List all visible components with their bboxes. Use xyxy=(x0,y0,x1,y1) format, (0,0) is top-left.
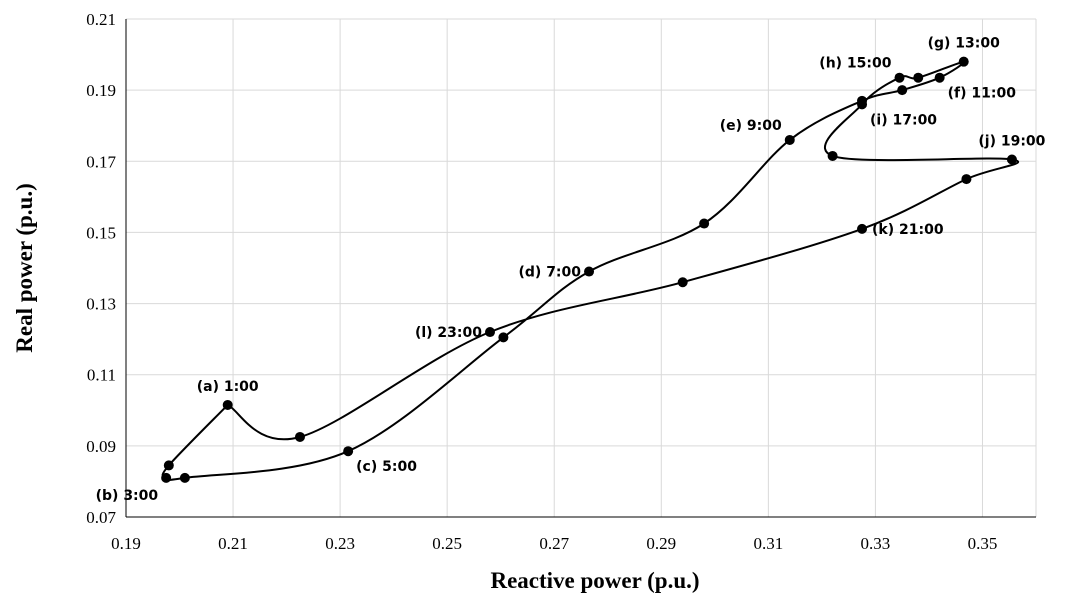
data-point xyxy=(222,399,233,410)
point-annotation: (l) 23:00 xyxy=(415,325,482,341)
data-point xyxy=(699,218,710,229)
data-point xyxy=(958,56,969,67)
point-annotation: (a) 1:00 xyxy=(197,379,259,395)
x-tick-label: 0.31 xyxy=(753,534,783,553)
data-point xyxy=(961,174,972,185)
data-point xyxy=(343,446,354,457)
axes: 0.19 0.21 0.23 0.25 0.27 0.29 0.31 0.33 0.35 0.07… xyxy=(86,10,1036,553)
point-annotation: (i) 17:00 xyxy=(870,112,937,128)
point-annotation: (f) 11:00 xyxy=(948,86,1017,102)
data-point xyxy=(934,72,945,83)
y-tick-label: 0.15 xyxy=(86,223,116,242)
x-tick-label: 0.25 xyxy=(432,534,462,553)
data-point xyxy=(894,72,905,83)
point-annotation: (h) 15:00 xyxy=(819,56,891,72)
point-annotation: (g) 13:00 xyxy=(928,36,1001,52)
data-point xyxy=(857,99,868,110)
y-tick-label: 0.09 xyxy=(86,437,116,456)
x-tick-label: 0.27 xyxy=(539,534,569,553)
data-point xyxy=(1006,154,1017,165)
y-axis-title: Real power (p.u.) xyxy=(12,183,37,353)
data-point xyxy=(498,332,509,343)
data-point xyxy=(485,327,495,338)
point-annotation: (e) 9:00 xyxy=(720,118,782,134)
data-point xyxy=(163,460,174,471)
data-point xyxy=(161,472,172,483)
x-tick-label: 0.19 xyxy=(111,534,141,553)
data-point xyxy=(784,134,795,145)
point-annotation: (j) 19:00 xyxy=(978,134,1045,150)
point-annotation: (d) 7:00 xyxy=(519,265,582,281)
x-tick-label: 0.29 xyxy=(646,534,676,553)
x-tick-label: 0.21 xyxy=(218,534,248,553)
y-tick-label: 0.11 xyxy=(87,366,116,385)
data-point xyxy=(897,85,908,96)
x-tick-label: 0.35 xyxy=(968,534,998,553)
y-tick-label: 0.17 xyxy=(86,152,116,171)
annotations: (a) 1:00 (b) 3:00 (c) 5:00 (d) 7:00 (e) 9:00… xyxy=(96,36,1046,504)
data-point xyxy=(179,472,190,483)
grid xyxy=(126,18,1037,517)
data-point xyxy=(913,72,924,83)
data-point xyxy=(584,266,595,277)
x-axis-title: Reactive power (p.u.) xyxy=(490,568,699,593)
y-tick-label: 0.21 xyxy=(86,10,116,29)
data-point xyxy=(857,223,868,234)
x-tick-label: 0.23 xyxy=(325,534,355,553)
y-tick-label: 0.13 xyxy=(86,295,116,314)
data-points xyxy=(161,56,1017,483)
point-annotation: (c) 5:00 xyxy=(356,459,417,475)
point-annotation: (k) 21:00 xyxy=(872,222,944,238)
data-point xyxy=(677,277,688,288)
data-point xyxy=(294,431,305,442)
x-tick-label: 0.33 xyxy=(861,534,891,553)
y-tick-label: 0.19 xyxy=(86,81,116,100)
y-tick-label: 0.07 xyxy=(86,508,116,527)
point-annotation: (b) 3:00 xyxy=(96,488,159,504)
data-point xyxy=(827,150,838,161)
